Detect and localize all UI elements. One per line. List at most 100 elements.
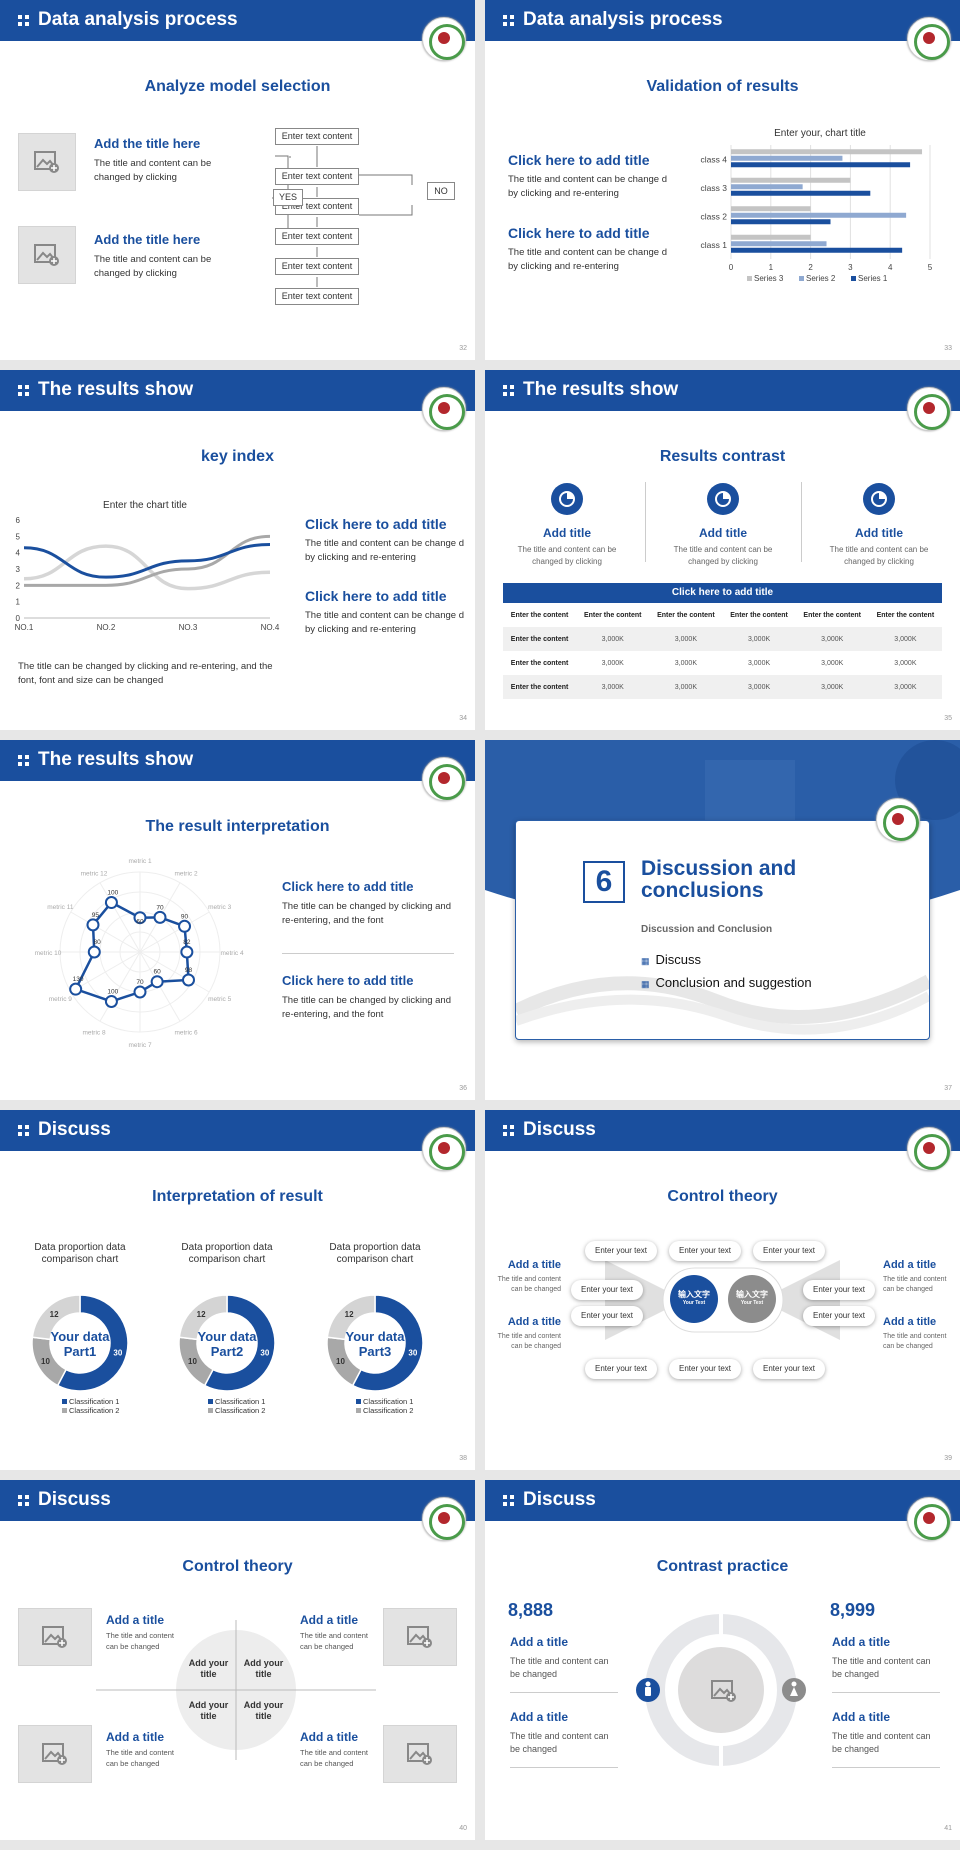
header-title: Discuss [38, 1489, 111, 1510]
text-pill[interactable]: Enter your text [803, 1306, 875, 1326]
x-tick-label: NO.2 [97, 623, 116, 632]
text-pill[interactable]: Enter your text [571, 1306, 643, 1326]
side-title: Add a title [883, 1259, 937, 1271]
bar [731, 155, 843, 161]
pie-legend: Classification 1 Classification 2 [62, 1397, 119, 1415]
text-pill[interactable]: Enter your text [803, 1280, 875, 1300]
radar-point [178, 919, 192, 933]
item-body: The title and content can be changed [832, 1731, 931, 1755]
section-card [515, 820, 930, 1040]
item-body: The title and content can be changed [106, 1631, 174, 1651]
flow-box: Enter text content [275, 258, 359, 275]
y-tick-label: class 3 [701, 183, 728, 193]
radar-value-label: 90 [181, 913, 189, 920]
grid-icon [18, 1125, 29, 1136]
item-title: Click here to add title [305, 516, 447, 532]
col-title: Add title [699, 526, 747, 540]
slide-subtitle: Results contrast [659, 448, 786, 465]
item-body: The title and content can be change d by… [305, 538, 464, 563]
table-caption: Click here to add title [503, 583, 942, 603]
radar-chart: metric 1 metric 2 metric 3 metric 4 metric 5… [35, 858, 244, 1049]
radar-point [181, 973, 195, 987]
image-placeholder[interactable] [383, 1725, 457, 1783]
y-tick-label: class 1 [701, 240, 728, 250]
text-pill[interactable]: Enter your text [753, 1241, 825, 1261]
pie-title: Data proportion data comparison chart [329, 1242, 421, 1265]
results-table: Enter the content Enter the content Enter … [503, 603, 942, 699]
radar-value-label: 60 [154, 969, 162, 976]
university-logo [907, 1497, 951, 1541]
university-logo [907, 17, 951, 61]
radar-value-label: 60 [136, 919, 144, 926]
slide-header: The results show [485, 370, 960, 411]
quadrant-label: Add your title [243, 1658, 284, 1679]
item-title: Add a title [106, 1613, 165, 1627]
slide-subtitle: Contrast practice [656, 1558, 789, 1575]
wave-decoration [516, 974, 929, 1035]
text-pill[interactable]: Enter your text [669, 1241, 741, 1261]
flow-box: Enter text content [275, 228, 359, 245]
image-placeholder[interactable] [18, 1725, 92, 1783]
donut-center-label: Your data Part2 [197, 1329, 257, 1359]
slide-header: Discuss [485, 1480, 960, 1521]
pie-legend: Classification 1 Classification 2 [356, 1397, 413, 1415]
donut-hole [198, 1314, 256, 1372]
stat-number: 8,888 [508, 1600, 554, 1620]
image-add-icon [34, 244, 59, 266]
x-tick-label: 5 [928, 263, 933, 272]
slide-36: The results show The result interpretati… [0, 740, 475, 1100]
donut-value-label: 10 [41, 1357, 50, 1366]
center-node-primary: 输入文字 Your Text [670, 1275, 718, 1323]
text-pill[interactable]: Enter your text [585, 1359, 657, 1379]
slide-35: The results show Results contrast Add ti… [485, 370, 960, 730]
text-pill[interactable]: Enter your text [585, 1241, 657, 1261]
bar-chart: 0 1 2 3 4 5 class 1 class 2 class 3 class 4 Series… [701, 145, 933, 283]
x-tick-label: 4 [888, 263, 893, 272]
donut-value-label: 10 [188, 1357, 197, 1366]
radar-axis-label: metric 4 [220, 950, 244, 957]
section-subtitle: Discussion and Conclusion [641, 924, 773, 935]
image-placeholder[interactable] [18, 133, 76, 191]
y-tick-label: 2 [16, 581, 21, 590]
side-title: Add a title [883, 1316, 937, 1328]
university-logo [422, 1497, 466, 1541]
page-number: 39 [944, 1455, 952, 1462]
bar [731, 247, 903, 253]
radar-point [180, 945, 194, 959]
slide-subtitle: Validation of results [646, 78, 799, 95]
bar [731, 177, 851, 183]
image-placeholder[interactable] [18, 226, 76, 284]
header-title: Data analysis process [38, 9, 238, 30]
donut-slice [351, 1294, 424, 1392]
header-title: The results show [38, 749, 194, 770]
radar-point [86, 918, 100, 932]
flow-box: Enter text content [275, 128, 359, 145]
item-title: Add the title here [94, 232, 201, 247]
y-tick-label: class 4 [701, 154, 728, 164]
bar [731, 149, 923, 155]
grid-icon [18, 385, 29, 396]
slide-header: The results show [0, 740, 475, 781]
item-body: The title and content can be changed [510, 1731, 609, 1755]
bar [731, 206, 811, 212]
image-placeholder[interactable] [18, 1608, 92, 1666]
donut-center-label: Your data Part1 [50, 1329, 110, 1359]
university-logo [422, 17, 466, 61]
item-body: The title and content can be change d by… [508, 247, 667, 272]
legend-label: Series 1 [858, 274, 888, 283]
text-pill[interactable]: Enter your text [571, 1280, 643, 1300]
male-icon [645, 1681, 651, 1696]
slide-40: Discuss Control theory Add your title Ad… [0, 1480, 475, 1840]
x-tick-label: NO.1 [15, 623, 34, 632]
image-placeholder[interactable] [383, 1608, 457, 1666]
text-pill[interactable]: Enter your text [753, 1359, 825, 1379]
col-body: The title and content can be changed by … [829, 545, 929, 566]
text-pill[interactable]: Enter your text [669, 1359, 741, 1379]
y-tick-label: 1 [16, 598, 21, 607]
pie-legend: Classification 1 Classification 2 [208, 1397, 265, 1415]
donut-slice [31, 1294, 81, 1341]
donut-center-label: Your data Part3 [345, 1329, 405, 1359]
bullet-item: ▦ Conclusion and suggestion [641, 975, 812, 990]
legend-swatch [799, 276, 804, 281]
item-body: The title and content can be changed [300, 1748, 368, 1768]
